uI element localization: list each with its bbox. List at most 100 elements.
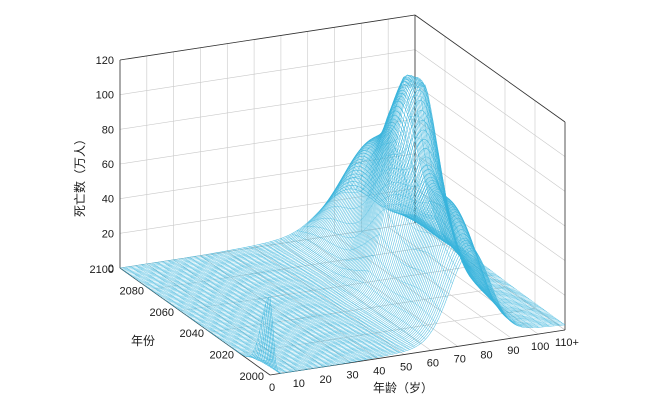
surface-age-curve [232,249,383,357]
surface-age-curve [302,208,453,284]
surface-age-curve [157,262,308,370]
x-tick-label: 40 [373,366,385,378]
surface-year-curve [160,129,456,298]
surface-year-curve [121,184,417,270]
z-tick-label: 100 [96,90,114,102]
surface-year-curve [151,135,447,291]
z-tick-label: 80 [102,124,114,136]
y-tick-label: 2020 [210,350,234,362]
surface-year-curve [122,181,419,271]
y-tick-label: 2060 [150,307,174,319]
x-tick-label: 60 [427,357,439,369]
surface-year-curve [164,121,461,301]
surface-age-curve [334,76,485,268]
z-tick-label: 120 [96,55,114,67]
surface-age-curve [130,266,281,374]
surface-year-curve [148,136,444,289]
surface-year-curve [169,110,465,304]
surface-year-curve [178,90,474,310]
surface-age-curve [216,252,367,360]
surface-year-curve [236,195,533,352]
x-tick-label: 50 [400,362,412,374]
surface-age-curve [162,261,314,369]
surface-age-curve [264,243,415,348]
surface-age-curve [414,214,566,326]
z-axis-label: 死亡数（万人） [72,133,87,217]
surface-year-curve [181,83,477,313]
right-grid-horizontal [414,222,566,331]
x-tick-label: 30 [346,370,358,382]
axes-box [119,14,566,376]
surface-mesh [119,74,566,374]
surface-year-curve [173,98,470,307]
surface-age-curve [345,77,496,296]
y-tick-label: 2000 [240,371,264,383]
surface-age-curve [211,253,362,361]
surface-age-curve [291,233,442,312]
x-axis-label: 年龄（岁） [373,380,433,395]
surface-year-curve [157,132,453,296]
surface-age-curve [200,255,351,363]
surface-year-curve [124,177,420,272]
surface-age-curve [371,180,523,328]
surface-age-curve [398,213,550,327]
y-axis-label: 年份 [131,334,155,348]
x-tick-label: 110+ [555,337,579,349]
right-grid-horizontal [414,118,566,227]
x-tick-label: 20 [320,374,332,386]
box-edge [414,14,566,123]
surface-age-curve [339,74,491,282]
surface-year-curve [167,114,464,303]
surface-year-curve [131,159,428,277]
back-grid [119,14,566,376]
back-grid-horizontal [119,49,416,95]
surface-year-curve [152,134,449,292]
surface-age-curve [366,157,517,326]
surface-year-curve [149,136,446,290]
surface-year-curve [193,77,489,321]
z-tick-label: 60 [102,159,114,171]
surface-year-curve [184,79,480,315]
surface-age-curve [119,267,271,357]
surface-year-curve [238,196,534,353]
surface-age-curve [141,264,292,372]
surface-age-curve [355,115,507,317]
back-grid-horizontal [119,118,416,165]
surface-age-curve [221,251,373,359]
right-grid-horizontal [414,84,566,192]
surface-year-curve [194,78,491,322]
surface-age-curve [237,248,389,356]
z-tick-label: 0 [108,263,114,275]
surface-year-curve [226,185,522,345]
x-tick-label: 90 [507,345,519,357]
surface-age-curve [205,254,356,362]
surface-age-curve [243,247,394,355]
surface-age-curve [361,135,512,323]
surface-age-curve [168,260,319,368]
surface-year-curve [154,134,450,293]
surface-age-curve [173,259,324,367]
surface-age-curve [388,209,539,328]
surface-year-curve [175,95,471,308]
x-tick-label: 100 [531,341,549,353]
surface-age-curve [318,117,469,253]
surface-age-curve [312,147,464,259]
x-tick-label: 0 [269,382,275,394]
surface-age-curve [280,238,432,333]
surface-age-curve [253,245,405,352]
surface-age-curve [404,214,555,327]
back-grid-horizontal [119,84,416,130]
x-tick-label: 10 [293,378,305,390]
z-tick-label: 20 [102,228,114,240]
y-tick-label: 2100 [90,264,114,276]
surface-age-curve [286,236,437,324]
surface-year-curve [185,76,481,316]
surface-age-curve [296,230,448,299]
y-axis-ticks: 2000 2020 2040 2060 2080 2100 [90,264,264,383]
surface-age-curve [259,244,410,350]
surface-age-curve [409,214,560,326]
surface-age-curve [227,250,378,358]
surface-age-curve [146,263,297,372]
surface-age-curve [178,258,330,367]
